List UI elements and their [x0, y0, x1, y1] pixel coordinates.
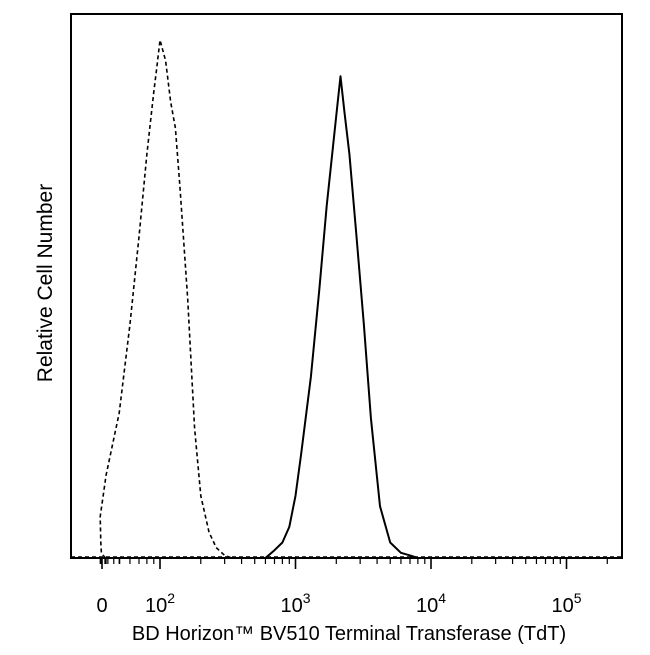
- plot-frame: [70, 13, 623, 559]
- y-axis-label: Relative Cell Number: [34, 184, 57, 382]
- series-group: [71, 39, 622, 559]
- x-axis-label: BD Horizon™ BV510 Terminal Transferase (…: [132, 623, 566, 645]
- series-dashed-line: [99, 39, 233, 559]
- x-tick-label: 104: [416, 590, 446, 617]
- series-solid-line: [264, 75, 419, 559]
- x-tick-label: 0: [96, 595, 107, 617]
- x-tick-label: 103: [280, 590, 310, 617]
- x-tick-label: 102: [145, 590, 175, 617]
- x-tick-label: 105: [551, 590, 581, 617]
- axes-group: 0 102 103 104 105: [70, 13, 623, 617]
